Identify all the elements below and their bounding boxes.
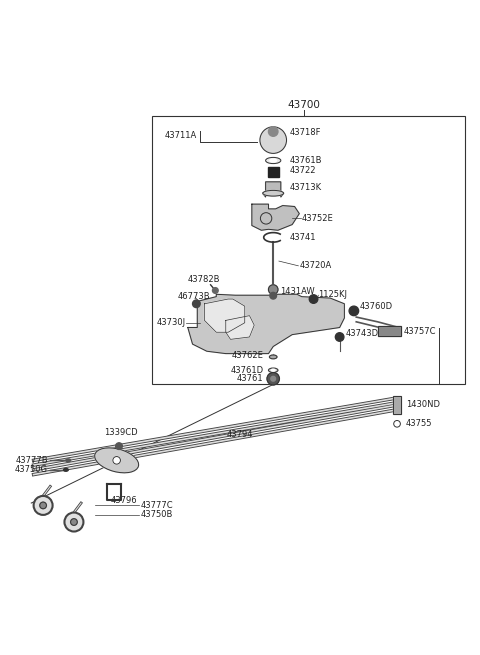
Text: 43722: 43722	[290, 166, 316, 176]
Text: 43700: 43700	[288, 100, 321, 109]
Ellipse shape	[269, 355, 277, 359]
Ellipse shape	[268, 368, 278, 372]
Circle shape	[64, 512, 84, 531]
Polygon shape	[188, 294, 344, 354]
Bar	[393, 396, 401, 415]
Circle shape	[270, 292, 276, 299]
Circle shape	[268, 127, 278, 136]
Text: 43760D: 43760D	[360, 302, 393, 310]
Text: 43730J: 43730J	[156, 318, 185, 328]
Text: 46773B: 46773B	[178, 292, 210, 301]
Ellipse shape	[270, 159, 276, 162]
Circle shape	[309, 295, 318, 303]
Text: 43743D: 43743D	[345, 329, 378, 338]
Ellipse shape	[265, 157, 281, 164]
Polygon shape	[252, 204, 300, 231]
Ellipse shape	[263, 191, 284, 196]
Text: 43782B: 43782B	[187, 274, 220, 284]
Text: 43757C: 43757C	[404, 327, 436, 336]
Text: 43761D: 43761D	[230, 365, 264, 375]
Text: 43720A: 43720A	[300, 261, 332, 271]
Text: 43794: 43794	[227, 430, 253, 439]
Circle shape	[40, 502, 47, 509]
Bar	[378, 326, 401, 336]
Polygon shape	[263, 182, 284, 197]
Ellipse shape	[271, 369, 275, 371]
Polygon shape	[226, 316, 254, 339]
Text: 1431AW: 1431AW	[280, 288, 315, 297]
Text: 43762E: 43762E	[232, 352, 264, 360]
Text: 1430ND: 1430ND	[406, 400, 440, 409]
Circle shape	[349, 306, 359, 316]
Bar	[152, 117, 466, 384]
Circle shape	[260, 127, 287, 153]
Polygon shape	[204, 299, 245, 332]
Text: 43752E: 43752E	[301, 214, 334, 223]
Text: 43718F: 43718F	[290, 128, 321, 138]
Ellipse shape	[63, 468, 68, 471]
Circle shape	[268, 285, 278, 294]
Bar	[378, 326, 401, 336]
Text: 43711A: 43711A	[165, 131, 197, 140]
Circle shape	[116, 443, 122, 449]
Text: 43713K: 43713K	[290, 183, 322, 192]
Bar	[393, 396, 401, 415]
Ellipse shape	[95, 448, 139, 473]
Ellipse shape	[66, 459, 71, 462]
Circle shape	[336, 333, 344, 341]
Text: 43755: 43755	[406, 419, 432, 428]
Bar	[267, 167, 279, 177]
Text: 43777C: 43777C	[140, 501, 173, 510]
Text: 43761B: 43761B	[290, 155, 322, 164]
Text: 43741: 43741	[290, 233, 316, 242]
Circle shape	[113, 457, 120, 464]
Text: 43761: 43761	[237, 374, 264, 383]
Circle shape	[192, 300, 200, 308]
Text: 1339CD: 1339CD	[105, 428, 138, 437]
Circle shape	[271, 377, 276, 381]
Circle shape	[267, 373, 279, 385]
Text: 1125KJ: 1125KJ	[318, 290, 348, 299]
Text: 43777B: 43777B	[15, 456, 48, 465]
Text: 43750B: 43750B	[140, 510, 173, 519]
Circle shape	[71, 519, 77, 525]
Text: 43750G: 43750G	[15, 465, 48, 474]
Text: 43796: 43796	[111, 496, 138, 506]
Circle shape	[34, 496, 53, 515]
Circle shape	[213, 288, 218, 293]
